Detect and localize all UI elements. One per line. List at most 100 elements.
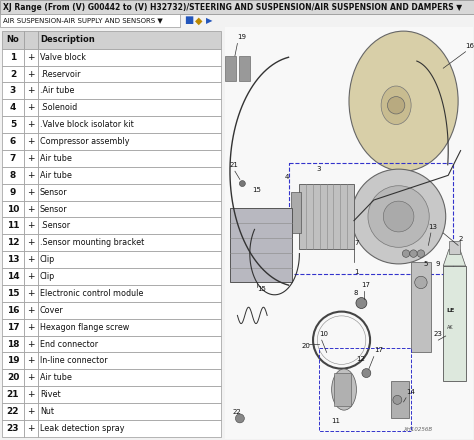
Text: 21: 21 (7, 390, 19, 399)
Text: 20: 20 (302, 343, 311, 349)
Bar (38, 319, 221, 336)
Text: 15: 15 (257, 286, 266, 292)
Bar (2, 285, 24, 302)
Circle shape (387, 97, 405, 114)
Text: 14: 14 (406, 389, 415, 395)
Bar (2, 150, 24, 167)
Bar (38, 49, 221, 66)
Bar (38, 302, 221, 319)
Bar (2, 403, 24, 420)
Bar (38, 133, 221, 150)
Bar (2, 49, 24, 66)
Circle shape (236, 414, 244, 423)
Bar (38, 403, 221, 420)
Bar (38, 184, 221, 201)
Text: 15: 15 (252, 187, 261, 193)
Text: 9: 9 (436, 261, 440, 267)
Bar (334, 373, 352, 406)
Text: .Solenoid: .Solenoid (40, 103, 77, 112)
Text: 7: 7 (354, 240, 358, 246)
Bar (319, 348, 411, 431)
Text: 7: 7 (10, 154, 16, 163)
Bar (290, 163, 453, 274)
Text: +: + (27, 340, 35, 348)
Bar (2, 369, 24, 386)
Bar (24, 66, 38, 82)
Text: 3: 3 (317, 166, 321, 172)
Bar (2, 66, 24, 82)
Bar (38, 251, 221, 268)
Bar (2, 31, 24, 49)
Bar (2, 116, 24, 133)
Bar (38, 99, 221, 116)
Text: +: + (27, 356, 35, 365)
Bar (2, 386, 24, 403)
Text: AK: AK (447, 326, 453, 330)
Text: Leak detection spray: Leak detection spray (40, 424, 125, 433)
Text: 8: 8 (354, 290, 358, 296)
Ellipse shape (352, 169, 446, 264)
Bar (24, 369, 38, 386)
Bar (24, 116, 38, 133)
Text: +: + (27, 407, 35, 416)
Bar (2, 336, 24, 352)
Text: 6: 6 (10, 137, 16, 146)
Bar (2, 167, 24, 184)
Text: 11: 11 (332, 418, 341, 424)
Text: 2: 2 (10, 70, 16, 78)
Bar (38, 116, 221, 133)
Bar (24, 167, 38, 184)
Text: 4: 4 (10, 103, 16, 112)
Circle shape (393, 396, 402, 404)
Text: Electronic control module: Electronic control module (40, 289, 143, 298)
Bar (24, 319, 38, 336)
Ellipse shape (383, 201, 414, 232)
Text: End connector: End connector (40, 340, 98, 348)
Text: 2: 2 (458, 236, 463, 242)
Bar (0, 14, 180, 27)
Text: 16: 16 (7, 306, 19, 315)
Text: 19: 19 (237, 34, 246, 40)
Text: Air tube: Air tube (40, 171, 72, 180)
Bar (225, 56, 236, 81)
Bar (2, 133, 24, 150)
Bar (24, 386, 38, 403)
Bar (24, 336, 38, 352)
Bar (449, 241, 460, 253)
Text: 10: 10 (319, 331, 328, 337)
Circle shape (417, 250, 425, 257)
Bar (2, 82, 24, 99)
Text: +: + (27, 221, 35, 231)
Text: +: + (27, 272, 35, 281)
Text: 12: 12 (7, 238, 19, 247)
Bar (2, 99, 24, 116)
Text: +: + (27, 205, 35, 213)
Text: 22: 22 (232, 409, 241, 415)
Bar (24, 99, 38, 116)
Circle shape (356, 297, 367, 308)
Text: Sensor: Sensor (40, 187, 68, 197)
Bar (24, 251, 38, 268)
Text: +: + (27, 238, 35, 247)
Bar (24, 184, 38, 201)
Text: .Sensor: .Sensor (40, 221, 70, 231)
Bar (2, 420, 24, 437)
Circle shape (239, 180, 246, 187)
Text: 13: 13 (428, 224, 438, 230)
Text: +: + (27, 390, 35, 399)
Text: +: + (27, 103, 35, 112)
Text: Rivet: Rivet (40, 390, 61, 399)
Circle shape (362, 369, 371, 378)
Bar (24, 31, 38, 49)
Text: 23: 23 (7, 424, 19, 433)
Bar (24, 49, 38, 66)
Text: 9: 9 (10, 187, 16, 197)
Text: +: + (27, 137, 35, 146)
Bar (38, 369, 221, 386)
Bar (24, 420, 38, 437)
Text: 3: 3 (10, 86, 16, 95)
Text: 12: 12 (356, 356, 365, 362)
Bar (24, 133, 38, 150)
Text: ■: ■ (184, 15, 193, 26)
Text: XH10256B: XH10256B (403, 427, 433, 432)
